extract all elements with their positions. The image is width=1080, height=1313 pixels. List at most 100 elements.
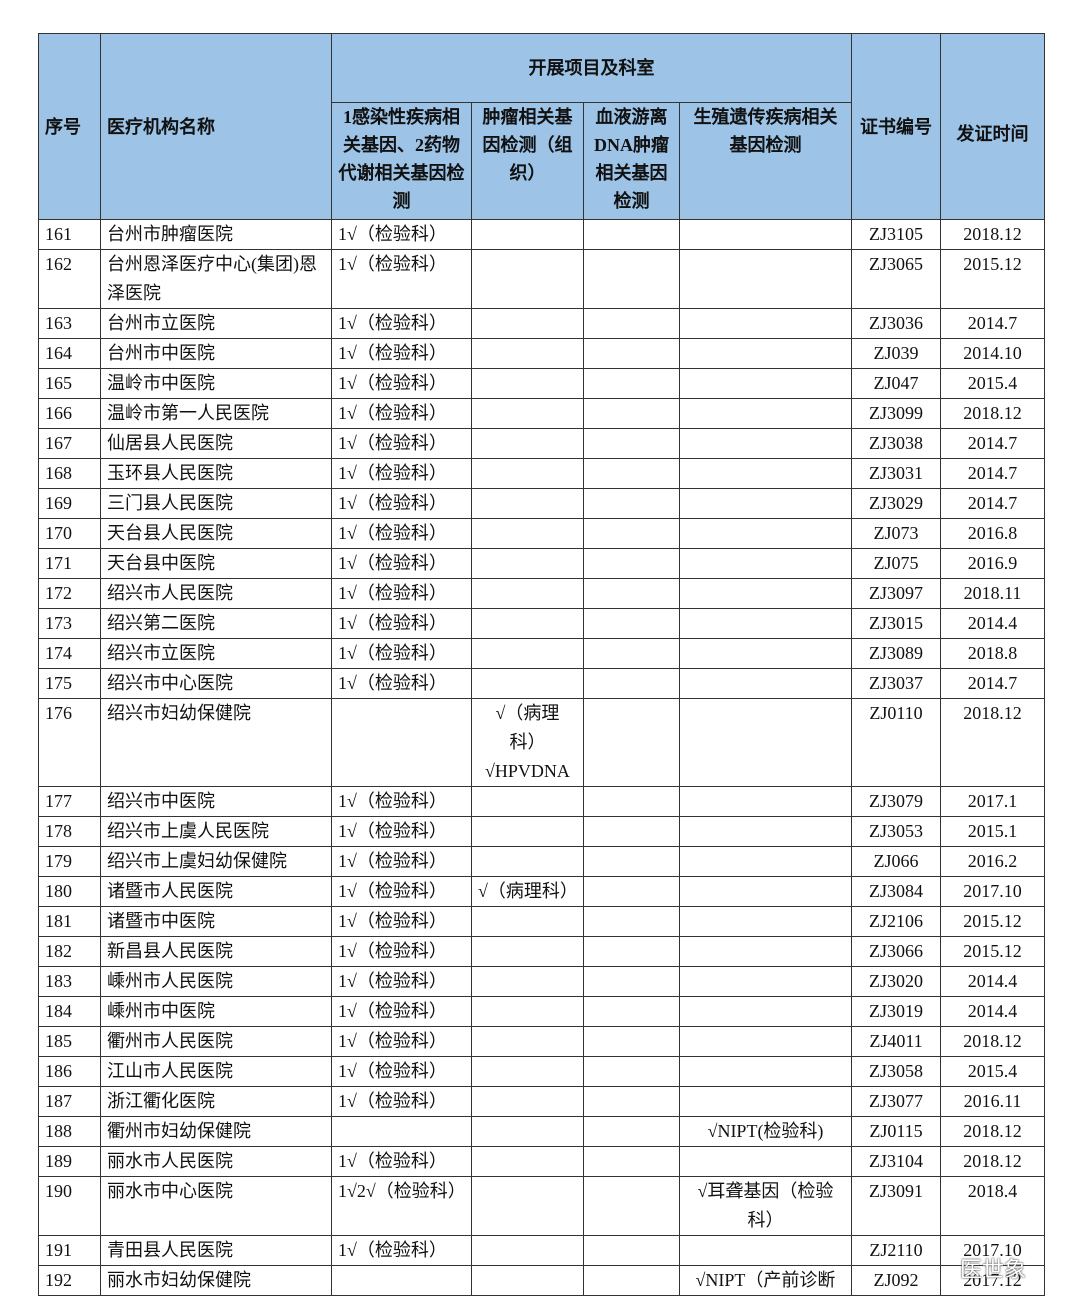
table-row: 186 江山市人民医院 1√（检验科） ZJ3058 2015.4 (38, 1056, 1045, 1087)
cell-c1: 1√（检验科） (331, 428, 472, 459)
cell-c4 (679, 638, 852, 669)
table-row: 192 丽水市妇幼保健院 √NIPT（产前诊断 ZJ092 2017.12 (38, 1265, 1045, 1296)
cell-no: 181 (38, 906, 101, 937)
cell-cert: ZJ066 (851, 846, 941, 877)
cell-c3 (583, 458, 680, 489)
cell-no: 169 (38, 488, 101, 519)
cell-cert: ZJ0110 (851, 698, 941, 787)
cell-no: 187 (38, 1086, 101, 1117)
header-c1: 1感染性疾病相关基因、2药物代谢相关基因检测 (331, 102, 472, 220)
cell-date: 2018.12 (940, 698, 1045, 787)
cell-cert: ZJ3031 (851, 458, 941, 489)
cell-c4 (679, 1235, 852, 1266)
cell-c4: √NIPT（产前诊断 (679, 1265, 852, 1296)
cell-c3 (583, 1116, 680, 1147)
cell-c3 (583, 548, 680, 579)
cell-date: 2014.4 (940, 966, 1045, 997)
cell-c2 (471, 966, 584, 997)
cell-name: 绍兴市人民医院 (100, 578, 332, 609)
cell-no: 191 (38, 1235, 101, 1266)
cell-name: 温岭市第一人民医院 (100, 398, 332, 429)
cell-no: 179 (38, 846, 101, 877)
cell-name: 江山市人民医院 (100, 1056, 332, 1087)
cell-cert: ZJ3066 (851, 936, 941, 967)
cell-no: 165 (38, 368, 101, 399)
table-row: 183 嵊州市人民医院 1√（检验科） ZJ3020 2014.4 (38, 966, 1045, 997)
cell-date: 2016.11 (940, 1086, 1045, 1117)
cell-name: 嵊州市中医院 (100, 996, 332, 1027)
cell-c3 (583, 1235, 680, 1266)
cell-c3 (583, 608, 680, 639)
table-row: 170 天台县人民医院 1√（检验科） ZJ073 2016.8 (38, 518, 1045, 549)
header-date: 发证时间 (940, 33, 1045, 220)
table-row: 177 绍兴市中医院 1√（检验科） ZJ3079 2017.1 (38, 786, 1045, 817)
cell-no: 188 (38, 1116, 101, 1147)
cell-c1: 1√（检验科） (331, 1086, 472, 1117)
hospital-table: 序号 医疗机构名称 开展项目及科室 证书编号 发证时间 1感染性疾病相关基因、2… (38, 33, 1045, 1296)
cell-date: 2015.12 (940, 936, 1045, 967)
cell-c3 (583, 219, 680, 250)
cell-no: 164 (38, 338, 101, 369)
cell-name: 温岭市中医院 (100, 368, 332, 399)
cell-name: 台州市中医院 (100, 338, 332, 369)
cell-name: 台州市肿瘤医院 (100, 219, 332, 250)
cell-cert: ZJ047 (851, 368, 941, 399)
cell-date: 2018.12 (940, 1026, 1045, 1057)
cell-no: 170 (38, 518, 101, 549)
table-row: 161 台州市肿瘤医院 1√（检验科） ZJ3105 2018.12 (38, 219, 1045, 250)
cell-date: 2015.1 (940, 816, 1045, 847)
cell-no: 182 (38, 936, 101, 967)
cell-cert: ZJ3020 (851, 966, 941, 997)
cell-c2 (471, 638, 584, 669)
cell-c4 (679, 368, 852, 399)
cell-c4 (679, 249, 852, 309)
table-row: 176 绍兴市妇幼保健院 √（病理科） √HPVDNA ZJ0110 2018.12 (38, 698, 1045, 787)
cell-c2 (471, 608, 584, 639)
cell-name: 丽水市妇幼保健院 (100, 1265, 332, 1296)
watermark: 医世象 (960, 1258, 1027, 1283)
cell-c2 (471, 1086, 584, 1117)
cell-c2 (471, 786, 584, 817)
table-body: 161 台州市肿瘤医院 1√（检验科） ZJ3105 2018.12 162 台州恩泽医疗中… (38, 219, 1045, 1296)
cell-c1: 1√（检验科） (331, 249, 472, 309)
cell-c1: 1√（检验科） (331, 338, 472, 369)
cell-c1: 1√（检验科） (331, 488, 472, 519)
cell-c1: 1√（检验科） (331, 548, 472, 579)
cell-c4 (679, 458, 852, 489)
cell-name: 绍兴市妇幼保健院 (100, 698, 332, 787)
cell-date: 2016.2 (940, 846, 1045, 877)
cell-c3 (583, 698, 680, 787)
cell-c3 (583, 906, 680, 937)
cell-name: 丽水市中心医院 (100, 1176, 332, 1236)
cell-cert: ZJ3099 (851, 398, 941, 429)
cell-c2 (471, 1176, 584, 1236)
table-row: 165 温岭市中医院 1√（检验科） ZJ047 2015.4 (38, 368, 1045, 399)
cell-date: 2018.12 (940, 1116, 1045, 1147)
cell-name: 仙居县人民医院 (100, 428, 332, 459)
cell-c3 (583, 398, 680, 429)
cell-cert: ZJ3097 (851, 578, 941, 609)
cell-c2 (471, 668, 584, 699)
table-row: 173 绍兴第二医院 1√（检验科） ZJ3015 2014.4 (38, 608, 1045, 639)
cell-date: 2017.1 (940, 786, 1045, 817)
table-row: 162 台州恩泽医疗中心(集团)恩泽医院 1√（检验科） ZJ3065 2015.12 (38, 249, 1045, 309)
cell-c1: 1√2√（检验科） (331, 1176, 472, 1236)
cell-c4 (679, 996, 852, 1027)
cell-c4 (679, 488, 852, 519)
header-c4: 生殖遗传疾病相关基因检测 (679, 102, 852, 220)
cell-cert: ZJ3084 (851, 876, 941, 907)
cell-date: 2014.10 (940, 338, 1045, 369)
cell-date: 2017.10 (940, 1235, 1045, 1266)
cell-c2 (471, 548, 584, 579)
cell-date: 2018.4 (940, 1176, 1045, 1236)
cell-c2 (471, 1026, 584, 1057)
cell-c3 (583, 428, 680, 459)
cell-c4: √耳聋基因（检验科） (679, 1176, 852, 1236)
cell-c3 (583, 1176, 680, 1236)
cell-c4 (679, 876, 852, 907)
cell-name: 绍兴市中医院 (100, 786, 332, 817)
cell-date: 2017.12 (940, 1265, 1045, 1296)
cell-c3 (583, 488, 680, 519)
cell-no: 180 (38, 876, 101, 907)
table-row: 190 丽水市中心医院 1√2√（检验科） √耳聋基因（检验科） ZJ3091 2018.… (38, 1176, 1045, 1236)
